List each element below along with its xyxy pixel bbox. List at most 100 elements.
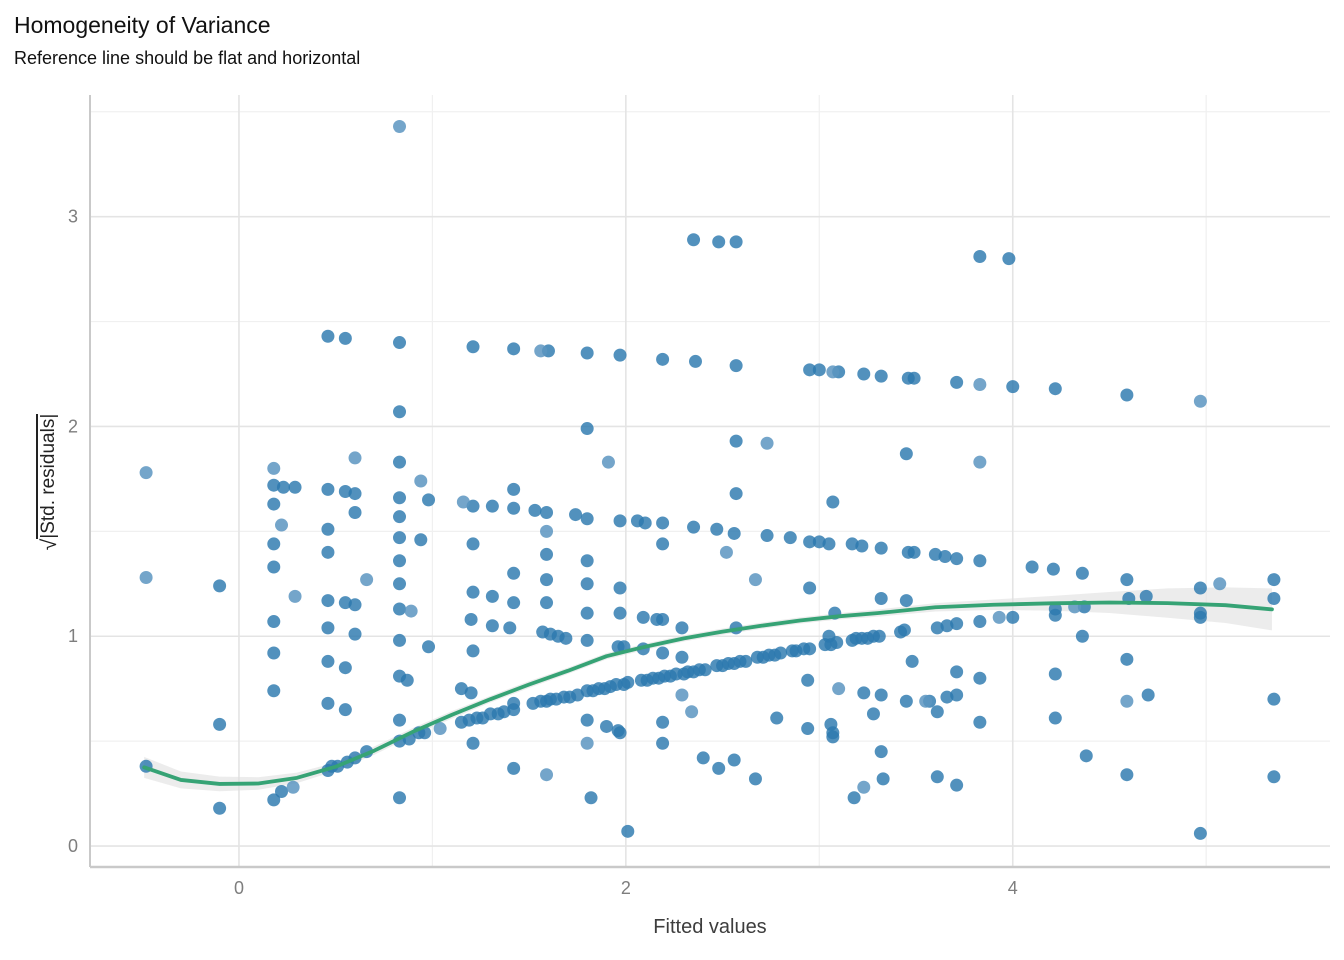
data-point	[321, 594, 335, 608]
data-point	[1075, 566, 1089, 580]
data-point	[393, 455, 407, 469]
data-point	[540, 573, 554, 587]
data-point	[433, 722, 447, 736]
data-point	[801, 722, 815, 736]
data-point	[876, 772, 890, 786]
data-point	[601, 455, 615, 469]
data-point	[1267, 692, 1281, 706]
data-point	[1002, 252, 1016, 266]
data-point	[656, 715, 670, 729]
y-tick-label: 1	[68, 626, 78, 646]
data-point	[973, 554, 987, 568]
data-point	[1048, 608, 1062, 622]
data-point	[360, 573, 374, 587]
data-point	[857, 686, 871, 700]
data-point	[348, 487, 362, 501]
data-point	[267, 793, 281, 807]
data-point	[466, 644, 480, 658]
data-point	[874, 688, 888, 702]
data-point	[940, 690, 954, 704]
data-point	[267, 478, 281, 492]
data-point	[507, 482, 521, 496]
data-point	[822, 537, 836, 551]
y-axis-label-expression: |Std. residuals|	[36, 413, 60, 539]
data-point	[580, 346, 594, 360]
data-point	[393, 119, 407, 133]
data-point	[832, 682, 846, 696]
data-point	[950, 617, 964, 631]
data-point	[729, 359, 743, 373]
data-point	[760, 529, 774, 543]
data-point	[950, 375, 964, 389]
data-point	[656, 537, 670, 551]
data-point	[973, 455, 987, 469]
data-point	[1120, 768, 1134, 782]
data-point	[393, 554, 407, 568]
y-tick-label: 2	[68, 416, 78, 436]
data-point	[803, 581, 817, 595]
data-point	[826, 730, 840, 744]
data-point	[712, 235, 726, 249]
data-point	[321, 482, 335, 496]
data-point	[1120, 694, 1134, 708]
data-point	[1006, 610, 1020, 624]
data-point	[485, 499, 499, 513]
data-point	[393, 336, 407, 350]
data-point	[393, 577, 407, 591]
confidence-ribbon	[144, 587, 1272, 792]
data-point	[1193, 610, 1207, 624]
data-point	[584, 791, 598, 805]
data-point	[928, 547, 942, 561]
data-point	[719, 545, 733, 559]
data-point	[973, 671, 987, 685]
data-point	[950, 552, 964, 566]
data-point	[950, 688, 964, 702]
data-point	[580, 606, 594, 620]
data-point	[139, 466, 153, 480]
data-point	[267, 615, 281, 629]
data-point	[1141, 688, 1155, 702]
data-point	[656, 516, 670, 530]
y-axis-label: √|Std. residuals|	[36, 372, 61, 592]
data-point	[507, 501, 521, 515]
data-point	[830, 636, 844, 650]
data-point	[1193, 826, 1207, 840]
data-point	[286, 780, 300, 794]
data-point	[414, 533, 428, 547]
data-point	[393, 491, 407, 505]
data-point	[1046, 562, 1060, 576]
data-point	[1267, 573, 1281, 587]
data-point	[580, 577, 594, 591]
data-point	[580, 422, 594, 436]
data-point	[855, 539, 869, 553]
y-tick-label: 0	[68, 836, 78, 856]
data-point	[348, 598, 362, 612]
data-point	[321, 696, 335, 710]
data-point	[712, 761, 726, 775]
data-point	[213, 579, 227, 593]
data-point	[687, 520, 701, 534]
x-tick-label: 0	[234, 878, 244, 898]
data-point	[907, 371, 921, 385]
data-point	[636, 610, 650, 624]
data-point	[540, 768, 554, 782]
data-point	[857, 367, 871, 381]
data-point	[938, 550, 952, 564]
data-point	[540, 547, 554, 561]
data-point	[580, 736, 594, 750]
data-point	[919, 694, 933, 708]
data-point	[1120, 388, 1134, 402]
data-point	[321, 654, 335, 668]
data-point	[338, 661, 352, 675]
data-point	[288, 480, 302, 494]
page-subtitle: Reference line should be flat and horizo…	[14, 48, 361, 68]
data-point	[485, 589, 499, 603]
data-point	[213, 717, 227, 731]
data-point	[656, 736, 670, 750]
data-point	[569, 508, 583, 522]
data-point	[613, 581, 627, 595]
data-point	[507, 596, 521, 610]
data-point	[812, 363, 826, 377]
data-point	[656, 612, 670, 626]
data-point	[267, 684, 281, 698]
